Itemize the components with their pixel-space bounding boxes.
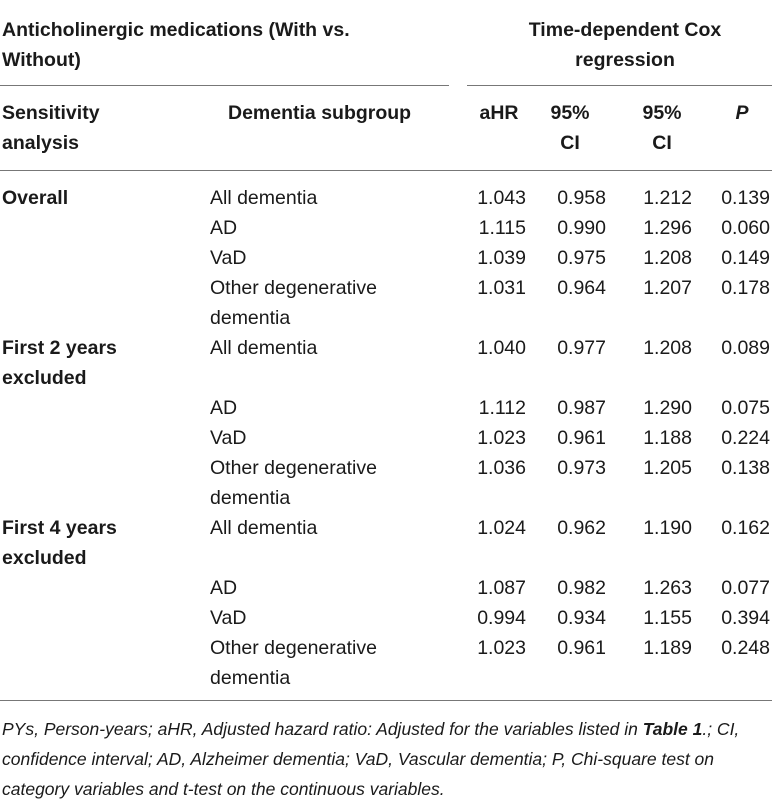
col-subgroup: Dementia subgroup bbox=[228, 102, 412, 124]
cell-ci-low: 0.934 bbox=[557, 607, 606, 629]
col-ahr: aHR bbox=[479, 102, 519, 124]
cell-analysis: First 4 years bbox=[2, 517, 117, 539]
cell-p: 0.075 bbox=[721, 397, 770, 419]
cell-analysis: First 2 years bbox=[2, 337, 117, 359]
cell-subgroup: Other degenerative bbox=[210, 457, 377, 479]
cell-ahr: 0.994 bbox=[477, 607, 526, 629]
model-title-line2: regression bbox=[575, 49, 675, 71]
cell-ci-high: 1.155 bbox=[643, 607, 692, 629]
cell-ahr: 1.024 bbox=[477, 517, 526, 539]
cell-p: 0.139 bbox=[721, 187, 770, 209]
cell-p: 0.138 bbox=[721, 457, 770, 479]
cell-ci-low: 0.964 bbox=[557, 277, 606, 299]
cell-ci-high: 1.263 bbox=[643, 577, 692, 599]
cell-subgroup: All dementia bbox=[210, 187, 318, 209]
cell-subgroup: AD bbox=[210, 217, 238, 239]
bottom-rule bbox=[0, 700, 772, 701]
group-title-line1: Anticholinergic medications (With vs. bbox=[2, 19, 350, 41]
cell-ahr: 1.039 bbox=[477, 247, 526, 269]
model-title-line1: Time-dependent Cox bbox=[528, 19, 722, 41]
cell-ci-low: 0.958 bbox=[557, 187, 606, 209]
cell-ci-high: 1.205 bbox=[643, 457, 692, 479]
cell-ci-low: 0.982 bbox=[557, 577, 606, 599]
cell-p: 0.162 bbox=[721, 517, 770, 539]
col-ci-high-line1: 95% bbox=[642, 102, 682, 124]
cell-ahr: 1.031 bbox=[477, 277, 526, 299]
cell-subgroup: VaD bbox=[210, 607, 247, 629]
col-sensitivity-line1: Sensitivity bbox=[2, 102, 100, 124]
cell-subgroup: AD bbox=[210, 397, 238, 419]
cell-ahr: 1.043 bbox=[477, 187, 526, 209]
cell-ahr: 1.087 bbox=[477, 577, 526, 599]
cell-ahr: 1.115 bbox=[478, 217, 526, 239]
table-footnote: PYs, Person-years; aHR, Adjusted hazard … bbox=[2, 714, 772, 804]
cell-p: 0.060 bbox=[721, 217, 770, 239]
cell-subgroup: Other degenerative bbox=[210, 277, 377, 299]
cell-ci-high: 1.190 bbox=[643, 517, 692, 539]
cell-p: 0.089 bbox=[721, 337, 770, 359]
cell-subgroup-line2: dementia bbox=[210, 487, 291, 509]
cell-p: 0.149 bbox=[721, 247, 770, 269]
cell-ci-high: 1.207 bbox=[643, 277, 692, 299]
cell-subgroup-line2: dementia bbox=[210, 307, 291, 329]
cell-ci-high: 1.290 bbox=[643, 397, 692, 419]
cell-ci-low: 0.977 bbox=[557, 337, 606, 359]
cell-analysis-line2: excluded bbox=[2, 367, 87, 389]
cell-subgroup: VaD bbox=[210, 427, 247, 449]
footnote-table-ref: Table 1 bbox=[642, 719, 703, 739]
footnote-part1: PYs, Person-years; aHR, Adjusted hazard … bbox=[2, 719, 643, 739]
cell-ci-low: 0.975 bbox=[557, 247, 606, 269]
cell-ci-low: 0.987 bbox=[557, 397, 606, 419]
cell-ci-low: 0.962 bbox=[557, 517, 606, 539]
cell-subgroup: All dementia bbox=[210, 517, 318, 539]
cell-ci-high: 1.189 bbox=[643, 637, 692, 659]
cell-ahr: 1.023 bbox=[477, 637, 526, 659]
cell-p: 0.248 bbox=[721, 637, 770, 659]
cell-ahr: 1.040 bbox=[477, 337, 526, 359]
group-rule-left bbox=[0, 85, 449, 86]
cell-ahr: 1.112 bbox=[478, 397, 526, 419]
cell-subgroup: Other degenerative bbox=[210, 637, 377, 659]
cell-p: 0.394 bbox=[721, 607, 770, 629]
cell-subgroup-line2: dementia bbox=[210, 667, 291, 689]
cell-subgroup: All dementia bbox=[210, 337, 318, 359]
cell-analysis: Overall bbox=[2, 187, 69, 209]
cell-ci-high: 1.188 bbox=[643, 427, 692, 449]
col-p: P bbox=[735, 102, 749, 124]
col-ci-low-line1: 95% bbox=[550, 102, 590, 124]
cell-ahr: 1.023 bbox=[477, 427, 526, 449]
group-rule-right bbox=[467, 85, 772, 86]
group-title-line2: Without) bbox=[2, 49, 81, 71]
col-sensitivity-line2: analysis bbox=[2, 132, 79, 154]
cell-p: 0.077 bbox=[721, 577, 770, 599]
cell-ci-high: 1.296 bbox=[643, 217, 692, 239]
header-rule bbox=[0, 170, 772, 171]
cell-subgroup: AD bbox=[210, 577, 238, 599]
cell-subgroup: VaD bbox=[210, 247, 247, 269]
col-ci-low-line2: CI bbox=[560, 132, 580, 154]
cell-ci-low: 0.990 bbox=[557, 217, 606, 239]
cell-ci-low: 0.973 bbox=[557, 457, 606, 479]
cell-analysis-line2: excluded bbox=[2, 547, 87, 569]
cell-ci-low: 0.961 bbox=[557, 637, 606, 659]
cell-ci-low: 0.961 bbox=[557, 427, 606, 449]
footnote-part2: .; CI, confidence interval; AD, Alzheime… bbox=[2, 719, 740, 799]
cell-p: 0.178 bbox=[721, 277, 770, 299]
cell-ci-high: 1.208 bbox=[643, 337, 692, 359]
cell-ci-high: 1.208 bbox=[643, 247, 692, 269]
cell-ci-high: 1.212 bbox=[643, 187, 692, 209]
cell-p: 0.224 bbox=[721, 427, 770, 449]
col-ci-high-line2: CI bbox=[652, 132, 672, 154]
cell-ahr: 1.036 bbox=[477, 457, 526, 479]
